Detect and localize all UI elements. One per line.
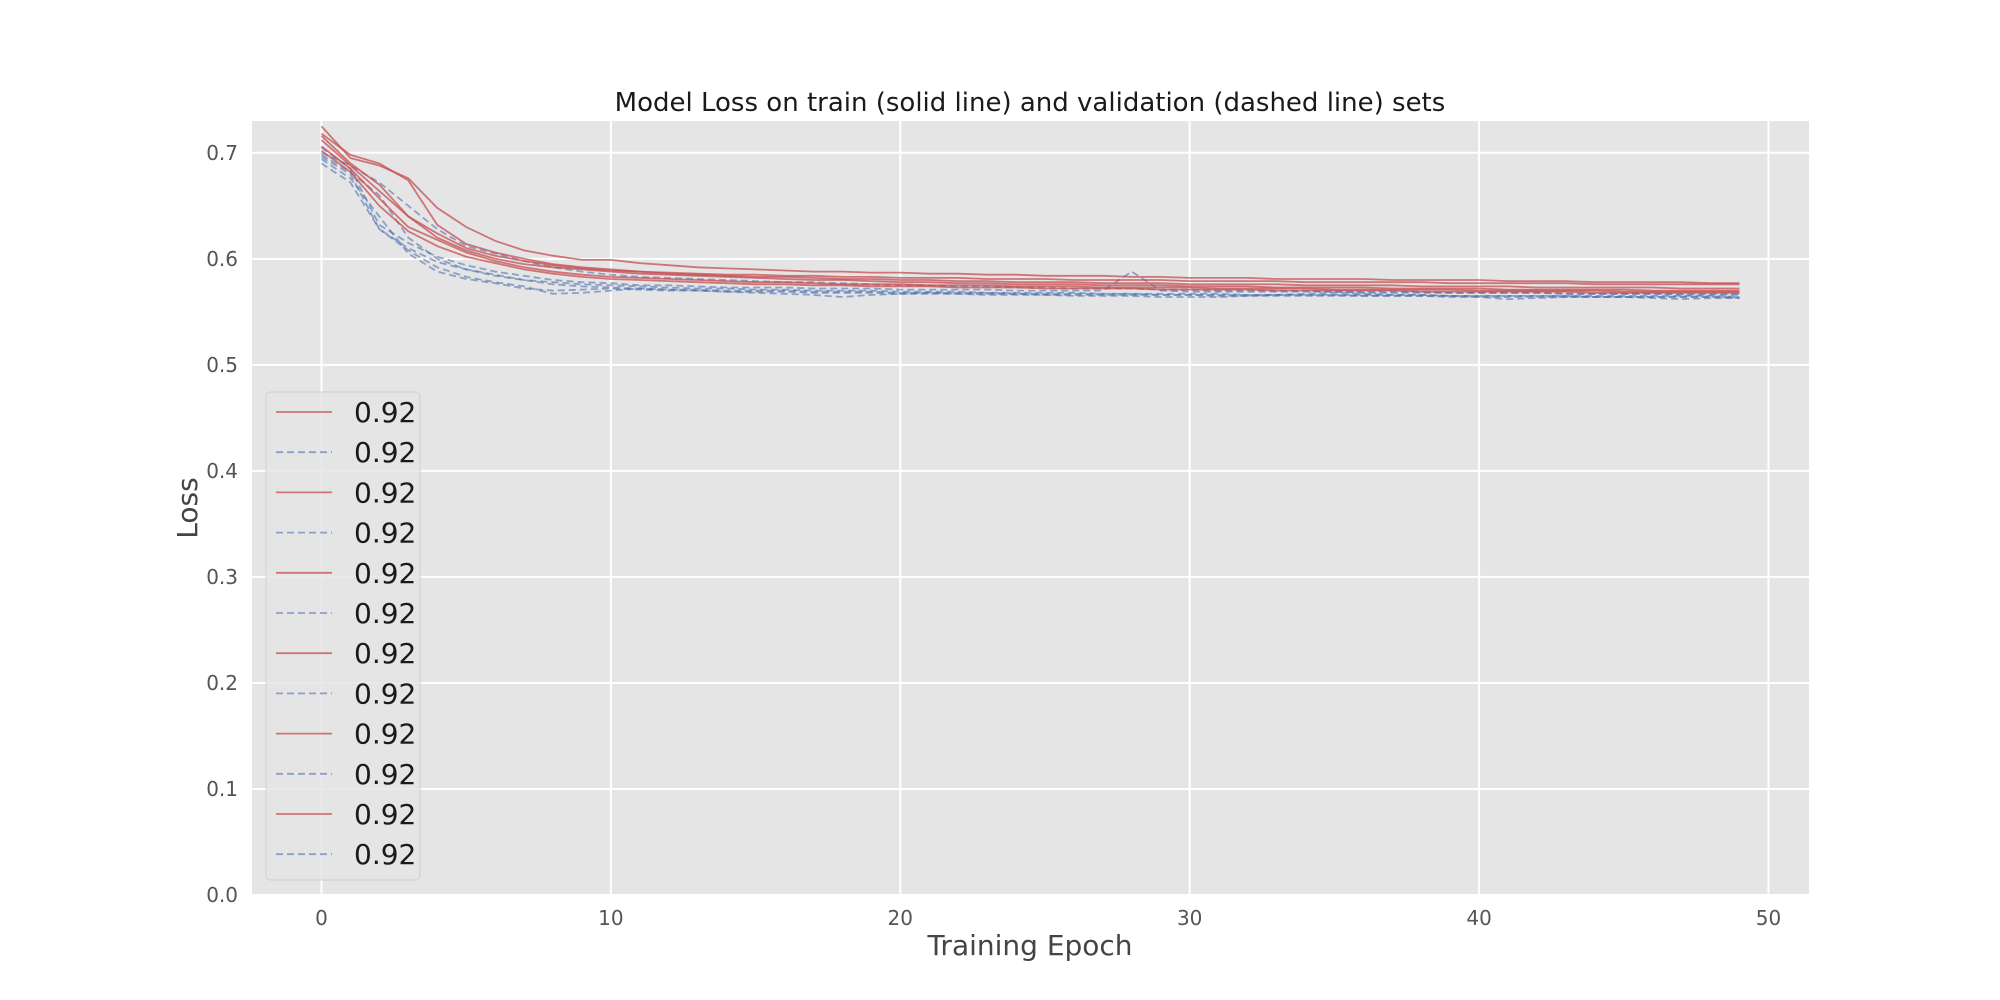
- chart-title: Model Loss on train (solid line) and val…: [615, 88, 1446, 118]
- legend: 0.92 0.92 0.92 0.92 0.92 0.92 0.92 0.92 0.92 0.92…: [265, 391, 421, 881]
- legend-entry-label: 0.92: [354, 517, 416, 550]
- y-tick-label: 0.6: [206, 247, 238, 271]
- legend-entry-label: 0.92: [354, 758, 416, 791]
- y-tick-label: 0.0: [206, 883, 238, 907]
- x-tick-label: 20: [888, 906, 913, 930]
- legend-entry-label: 0.92: [354, 677, 416, 710]
- y-tick-label: 0.3: [206, 565, 238, 589]
- x-tick-label: 10: [598, 906, 623, 930]
- train-loss-line: [320, 149, 1740, 294]
- y-axis-label: Loss: [171, 477, 204, 538]
- x-tick-labels: 0 10 20 30 40 50: [315, 906, 1781, 930]
- validation-loss-line: [320, 146, 1740, 295]
- train-loss-line: [320, 135, 1740, 286]
- legend-entry-label: 0.92: [354, 436, 416, 469]
- legend-entry-label: 0.92: [354, 718, 416, 751]
- y-tick-label: 0.7: [206, 141, 238, 165]
- legend-entry-label: 0.92: [354, 798, 416, 831]
- legend-entry-label: 0.92: [354, 396, 416, 429]
- y-tick-label: 0.2: [206, 671, 238, 695]
- y-tick-label: 0.4: [206, 459, 238, 483]
- legend-entry-label: 0.92: [354, 476, 416, 509]
- validation-loss-line: [321, 154, 1740, 298]
- legend-box: [265, 391, 421, 881]
- train-loss-line: [320, 145, 1740, 293]
- x-tick-label: 30: [1177, 906, 1202, 930]
- validation-loss-line: [321, 158, 1740, 299]
- series-lines: [320, 125, 1740, 301]
- x-tick-label: 50: [1756, 906, 1781, 930]
- x-axis-label: Training Epoch: [926, 929, 1132, 962]
- train-loss-line: [320, 132, 1740, 290]
- train-loss-line: [320, 139, 1740, 292]
- gridlines: [252, 121, 1809, 896]
- x-tick-label: 40: [1466, 906, 1491, 930]
- legend-entry-label: 0.92: [354, 838, 416, 871]
- y-tick-labels: 0.0 0.1 0.2 0.3 0.4 0.5 0.6 0.7: [206, 141, 238, 907]
- train-loss-line: [320, 125, 1740, 285]
- y-tick-label: 0.1: [206, 777, 238, 801]
- legend-entry-label: 0.92: [354, 637, 416, 670]
- y-tick-label: 0.5: [206, 353, 238, 377]
- x-tick-label: 0: [315, 906, 328, 930]
- legend-entry-label: 0.92: [354, 597, 416, 630]
- legend-entry-label: 0.92: [354, 557, 416, 590]
- plot-background: [252, 121, 1809, 895]
